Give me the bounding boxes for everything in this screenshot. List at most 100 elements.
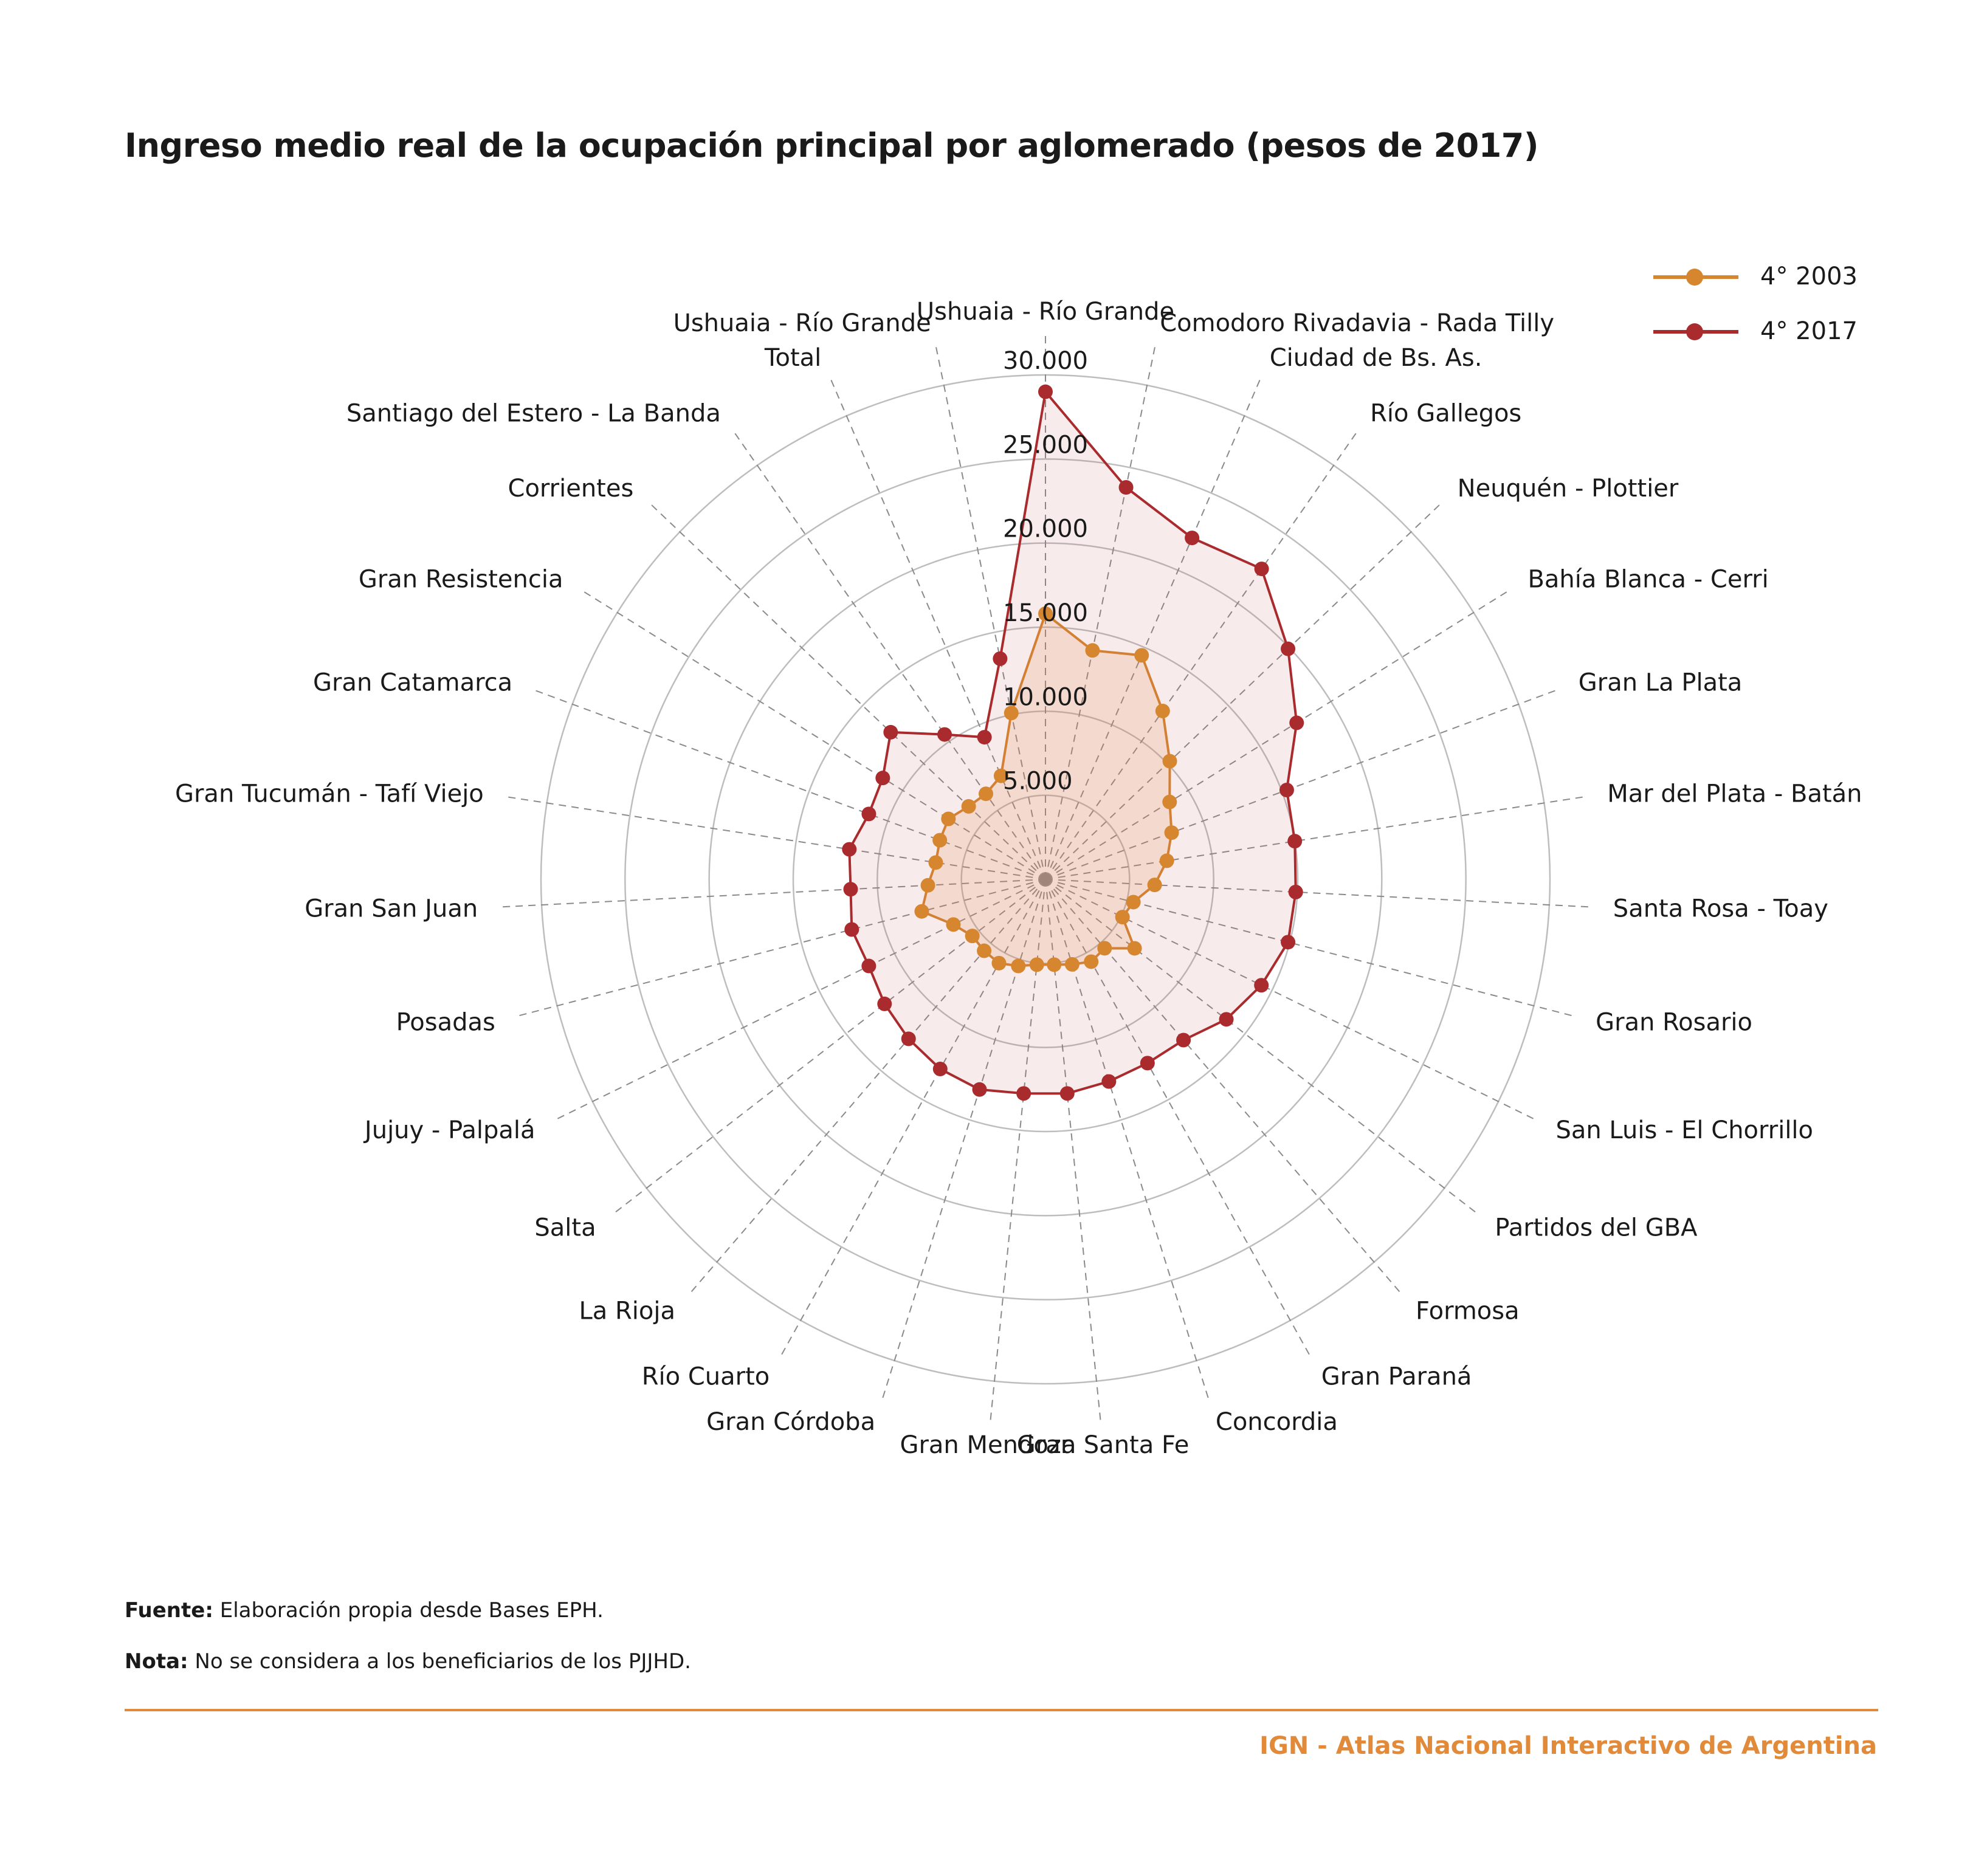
data-point[interactable] xyxy=(883,724,898,740)
tick-label: 10.000 xyxy=(1003,683,1088,711)
data-point[interactable] xyxy=(1162,754,1177,769)
legend-item-2003[interactable]: 4° 2003 xyxy=(1653,249,1858,304)
category-label: Gran Tucumán - Tafí Viejo xyxy=(175,780,484,808)
category-label: Río Cuarto xyxy=(642,1363,770,1391)
data-point[interactable] xyxy=(1288,884,1303,899)
data-point[interactable] xyxy=(977,943,992,958)
data-point[interactable] xyxy=(946,917,961,932)
category-label: La Rioja xyxy=(579,1297,675,1325)
radar-spoke xyxy=(535,690,1046,880)
data-point[interactable] xyxy=(928,855,943,870)
data-point[interactable] xyxy=(1147,878,1162,893)
data-point[interactable] xyxy=(1164,825,1179,840)
tick-label: 15.000 xyxy=(1003,599,1088,627)
radar-spokes xyxy=(502,335,1589,1421)
category-label: Gran Santa Fe xyxy=(1017,1431,1190,1459)
radar-spoke xyxy=(1045,879,1589,908)
data-point[interactable] xyxy=(1254,978,1269,993)
data-point[interactable] xyxy=(1084,954,1099,969)
data-point[interactable] xyxy=(920,878,935,893)
data-point[interactable] xyxy=(914,904,929,919)
category-label: Gran Córdoba xyxy=(706,1408,875,1436)
category-label: Salta xyxy=(534,1214,596,1242)
data-point[interactable] xyxy=(932,833,948,848)
data-point[interactable] xyxy=(861,806,876,822)
data-point[interactable] xyxy=(1004,706,1019,721)
radar-chart: 5.000 10.000 15.000 20.000 25.000 30.000 Ushu… xyxy=(175,298,1862,1459)
data-point[interactable] xyxy=(1038,606,1053,621)
data-point[interactable] xyxy=(877,996,892,1011)
radar-spoke xyxy=(650,504,1046,880)
data-point[interactable] xyxy=(1127,941,1142,956)
data-point[interactable] xyxy=(991,955,1007,971)
category-label: Comodoro Rivadavia - Rada Tilly xyxy=(1160,309,1554,337)
data-point[interactable] xyxy=(844,922,859,937)
data-point[interactable] xyxy=(901,1031,916,1046)
data-point[interactable] xyxy=(941,811,956,826)
data-point[interactable] xyxy=(1140,1056,1155,1071)
data-point[interactable] xyxy=(1162,794,1177,809)
data-point[interactable] xyxy=(1038,384,1053,399)
data-point[interactable] xyxy=(1176,1032,1191,1048)
footer-credit: IGN - Atlas Nacional Interactivo de Arge… xyxy=(1259,1732,1877,1760)
data-point[interactable] xyxy=(843,882,858,897)
data-point[interactable] xyxy=(961,799,976,814)
data-point[interactable] xyxy=(1118,480,1134,495)
legend-item-2017[interactable]: 4° 2017 xyxy=(1653,304,1858,359)
data-point[interactable] xyxy=(1287,834,1303,849)
radar-spoke xyxy=(734,432,1046,880)
category-label: Ciudad de Bs. As. xyxy=(1270,344,1483,372)
data-point[interactable] xyxy=(1029,957,1044,972)
category-label: Bahía Blanca - Cerri xyxy=(1527,565,1768,593)
data-point[interactable] xyxy=(993,768,1008,783)
data-point[interactable] xyxy=(1101,1074,1117,1089)
radar-spoke xyxy=(830,379,1046,880)
radar-spoke xyxy=(1045,591,1508,880)
data-point[interactable] xyxy=(993,651,1008,666)
category-label: Río Gallegos xyxy=(1370,400,1521,428)
series-area xyxy=(848,390,1298,1095)
data-point[interactable] xyxy=(1047,957,1062,972)
data-point[interactable] xyxy=(1064,957,1080,972)
data-point[interactable] xyxy=(1185,531,1200,546)
data-point[interactable] xyxy=(937,727,952,742)
data-point[interactable] xyxy=(1134,648,1149,663)
data-point[interactable] xyxy=(842,842,857,857)
source-label: Fuente: xyxy=(125,1598,213,1623)
data-point[interactable] xyxy=(1059,1086,1075,1101)
legend-swatch xyxy=(1653,323,1738,340)
data-point[interactable] xyxy=(1126,895,1141,910)
category-label: Corrientes xyxy=(508,475,634,503)
data-point[interactable] xyxy=(1279,782,1294,797)
data-point[interactable] xyxy=(1085,643,1100,658)
data-point[interactable] xyxy=(1281,935,1296,950)
chart-title: Ingreso medio real de la ocupación princ… xyxy=(125,126,1539,165)
data-point[interactable] xyxy=(972,1082,987,1097)
data-point[interactable] xyxy=(977,730,992,745)
note-text: No se considera a los beneficiarios de l… xyxy=(188,1649,691,1674)
data-point[interactable] xyxy=(1254,562,1269,577)
data-point[interactable] xyxy=(1011,958,1026,974)
radar-spoke xyxy=(518,879,1046,1017)
data-point[interactable] xyxy=(1155,703,1170,718)
data-point[interactable] xyxy=(1289,715,1304,730)
data-point[interactable] xyxy=(979,786,994,802)
data-point[interactable] xyxy=(1281,641,1296,656)
legend: 4° 2003 4° 2017 xyxy=(1653,249,1858,359)
data-point[interactable] xyxy=(861,958,876,974)
category-label: Gran La Plata xyxy=(1579,668,1742,696)
category-label: Gran Paraná xyxy=(1321,1363,1472,1391)
category-label: Gran Catamarca xyxy=(313,668,512,696)
data-point[interactable] xyxy=(1159,853,1174,868)
data-point[interactable] xyxy=(1115,910,1130,925)
data-point[interactable] xyxy=(1016,1086,1031,1101)
radar-spoke xyxy=(502,879,1046,908)
legend-label: 4° 2003 xyxy=(1760,263,1858,290)
data-point[interactable] xyxy=(1219,1012,1234,1027)
category-label: Gran Mendoza xyxy=(900,1431,1076,1459)
data-point[interactable] xyxy=(932,1062,948,1077)
data-point[interactable] xyxy=(875,771,890,786)
data-point[interactable] xyxy=(965,929,980,944)
data-point[interactable] xyxy=(1097,941,1112,956)
source-note: Fuente: Elaboración propia desde Bases E… xyxy=(125,1598,691,1623)
